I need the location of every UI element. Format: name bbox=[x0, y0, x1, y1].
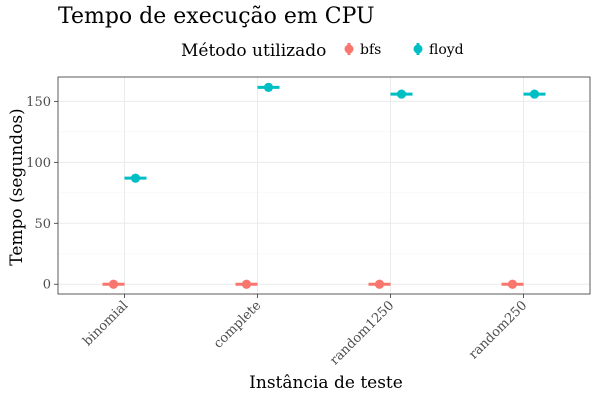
point-marker bbox=[108, 279, 119, 289]
point-marker bbox=[507, 279, 518, 289]
y-tick-label: 150 bbox=[26, 95, 51, 110]
x-axis: binomial complete random1250 random250 bbox=[80, 294, 530, 368]
data-point-bfs bbox=[368, 279, 391, 289]
panel-border bbox=[57, 76, 591, 295]
legend-item-bfs: bfs bbox=[344, 42, 381, 58]
x-tick-label: binomial bbox=[80, 298, 131, 349]
x-tick-label: random250 bbox=[466, 298, 530, 362]
legend-label: bfs bbox=[360, 42, 381, 58]
y-tick-label: 50 bbox=[34, 217, 51, 232]
point-marker bbox=[263, 82, 274, 92]
legend-label: floyd bbox=[429, 42, 464, 58]
y-tick-label: 0 bbox=[43, 278, 51, 293]
point-marker bbox=[241, 279, 252, 289]
point-marker bbox=[130, 173, 141, 183]
legend-key bbox=[344, 43, 354, 55]
y-tick-label: 100 bbox=[26, 156, 51, 171]
point-marker bbox=[374, 279, 385, 289]
point-marker bbox=[529, 89, 540, 99]
x-axis-title: Instância de teste bbox=[249, 373, 403, 393]
data-point-floyd bbox=[523, 89, 546, 99]
x-tick-label: random1250 bbox=[327, 298, 397, 368]
data-point-bfs bbox=[501, 279, 524, 289]
plot-panel bbox=[57, 76, 591, 295]
legend: Método utilizado bfs floyd bbox=[181, 41, 464, 61]
data-point-floyd bbox=[390, 89, 413, 99]
legend-key bbox=[413, 43, 423, 55]
chart-title: Tempo de execução em CPU bbox=[58, 4, 375, 29]
point-marker bbox=[396, 89, 407, 99]
data-point-floyd bbox=[124, 173, 147, 183]
x-tick-label: complete bbox=[211, 298, 265, 352]
legend-title: Método utilizado bbox=[181, 41, 326, 61]
y-axis-title: Tempo (segundos) bbox=[7, 108, 27, 265]
data-point-bfs bbox=[235, 279, 258, 289]
data-point-floyd bbox=[257, 82, 280, 92]
y-axis: 0 50 100 150 bbox=[26, 95, 58, 293]
data-point-bfs bbox=[102, 279, 125, 289]
legend-item-floyd: floyd bbox=[413, 42, 464, 58]
